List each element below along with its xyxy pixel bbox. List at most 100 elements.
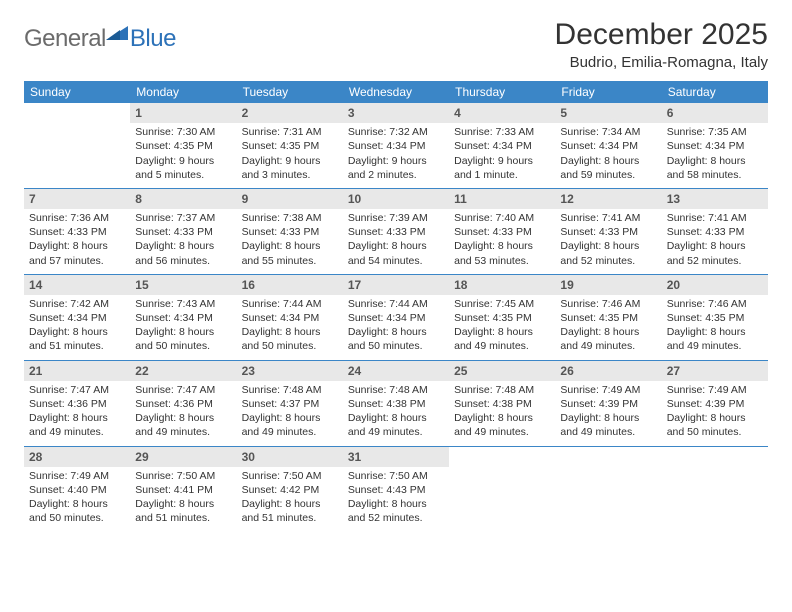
daylight-text: Daylight: 8 hours and 55 minutes. [242,239,338,267]
daylight-text: Daylight: 8 hours and 50 minutes. [242,325,338,353]
sunrise-text: Sunrise: 7:37 AM [135,211,231,225]
day-number: 5 [555,103,661,123]
day-cell: 21Sunrise: 7:47 AMSunset: 4:36 PMDayligh… [24,361,130,446]
sunset-text: Sunset: 4:34 PM [348,139,444,153]
sunset-text: Sunset: 4:39 PM [560,397,656,411]
day-body: Sunrise: 7:46 AMSunset: 4:35 PMDaylight:… [555,295,661,360]
daylight-text: Daylight: 8 hours and 56 minutes. [135,239,231,267]
day-number: 6 [662,103,768,123]
day-cell [24,103,130,188]
logo-text-blue: Blue [130,25,176,53]
sunset-text: Sunset: 4:34 PM [135,311,231,325]
day-number: 12 [555,189,661,209]
day-number: 4 [449,103,555,123]
sunset-text: Sunset: 4:36 PM [135,397,231,411]
day-body: Sunrise: 7:34 AMSunset: 4:34 PMDaylight:… [555,123,661,188]
sunset-text: Sunset: 4:34 PM [560,139,656,153]
day-body: Sunrise: 7:41 AMSunset: 4:33 PMDaylight:… [662,209,768,274]
logo-text-general: General [24,25,106,53]
day-body: Sunrise: 7:48 AMSunset: 4:37 PMDaylight:… [237,381,343,446]
daylight-text: Daylight: 8 hours and 50 minutes. [135,325,231,353]
sunset-text: Sunset: 4:43 PM [348,483,444,497]
sunrise-text: Sunrise: 7:49 AM [667,383,763,397]
day-number: 31 [343,447,449,467]
day-cell: 29Sunrise: 7:50 AMSunset: 4:41 PMDayligh… [130,447,236,532]
dayhead-fri: Friday [555,81,661,103]
day-body: Sunrise: 7:35 AMSunset: 4:34 PMDaylight:… [662,123,768,188]
sunset-text: Sunset: 4:33 PM [667,225,763,239]
day-body: Sunrise: 7:50 AMSunset: 4:41 PMDaylight:… [130,467,236,532]
day-number: 2 [237,103,343,123]
daylight-text: Daylight: 8 hours and 51 minutes. [242,497,338,525]
day-number: 14 [24,275,130,295]
daylight-text: Daylight: 8 hours and 52 minutes. [667,239,763,267]
day-cell: 7Sunrise: 7:36 AMSunset: 4:33 PMDaylight… [24,189,130,274]
daylight-text: Daylight: 8 hours and 52 minutes. [560,239,656,267]
day-cell: 31Sunrise: 7:50 AMSunset: 4:43 PMDayligh… [343,447,449,532]
daylight-text: Daylight: 8 hours and 49 minutes. [454,411,550,439]
day-body: Sunrise: 7:50 AMSunset: 4:43 PMDaylight:… [343,467,449,532]
sunrise-text: Sunrise: 7:49 AM [560,383,656,397]
daylight-text: Daylight: 8 hours and 58 minutes. [667,154,763,182]
daylight-text: Daylight: 8 hours and 57 minutes. [29,239,125,267]
day-cell: 14Sunrise: 7:42 AMSunset: 4:34 PMDayligh… [24,275,130,360]
dayhead-wed: Wednesday [343,81,449,103]
sunset-text: Sunset: 4:40 PM [29,483,125,497]
day-number: 13 [662,189,768,209]
day-number: 11 [449,189,555,209]
daylight-text: Daylight: 8 hours and 59 minutes. [560,154,656,182]
day-cell: 20Sunrise: 7:46 AMSunset: 4:35 PMDayligh… [662,275,768,360]
day-header-row: Sunday Monday Tuesday Wednesday Thursday… [24,81,768,103]
sunrise-text: Sunrise: 7:48 AM [454,383,550,397]
day-number: 22 [130,361,236,381]
day-cell: 8Sunrise: 7:37 AMSunset: 4:33 PMDaylight… [130,189,236,274]
daylight-text: Daylight: 8 hours and 50 minutes. [348,325,444,353]
week-row: 28Sunrise: 7:49 AMSunset: 4:40 PMDayligh… [24,447,768,532]
day-number: 25 [449,361,555,381]
sunset-text: Sunset: 4:34 PM [667,139,763,153]
daylight-text: Daylight: 8 hours and 51 minutes. [135,497,231,525]
dayhead-thu: Thursday [449,81,555,103]
day-number: 21 [24,361,130,381]
daylight-text: Daylight: 9 hours and 5 minutes. [135,154,231,182]
sunrise-text: Sunrise: 7:41 AM [560,211,656,225]
day-number: 8 [130,189,236,209]
day-cell: 12Sunrise: 7:41 AMSunset: 4:33 PMDayligh… [555,189,661,274]
day-body: Sunrise: 7:41 AMSunset: 4:33 PMDaylight:… [555,209,661,274]
triangle-icon [106,22,128,45]
day-number: 19 [555,275,661,295]
day-body: Sunrise: 7:40 AMSunset: 4:33 PMDaylight:… [449,209,555,274]
title-block: December 2025 Budrio, Emilia-Romagna, It… [555,18,768,71]
day-cell: 11Sunrise: 7:40 AMSunset: 4:33 PMDayligh… [449,189,555,274]
sunrise-text: Sunrise: 7:50 AM [135,469,231,483]
day-body: Sunrise: 7:48 AMSunset: 4:38 PMDaylight:… [343,381,449,446]
sunrise-text: Sunrise: 7:30 AM [135,125,231,139]
header: General Blue December 2025 Budrio, Emili… [24,18,768,71]
day-body: Sunrise: 7:49 AMSunset: 4:39 PMDaylight:… [555,381,661,446]
daylight-text: Daylight: 8 hours and 49 minutes. [135,411,231,439]
sunset-text: Sunset: 4:33 PM [242,225,338,239]
day-body: Sunrise: 7:44 AMSunset: 4:34 PMDaylight:… [237,295,343,360]
day-number: 23 [237,361,343,381]
day-number: 20 [662,275,768,295]
sunrise-text: Sunrise: 7:40 AM [454,211,550,225]
day-cell: 13Sunrise: 7:41 AMSunset: 4:33 PMDayligh… [662,189,768,274]
day-number: 28 [24,447,130,467]
day-number: 15 [130,275,236,295]
month-title: December 2025 [555,18,768,52]
sunset-text: Sunset: 4:39 PM [667,397,763,411]
sunset-text: Sunset: 4:38 PM [454,397,550,411]
dayhead-mon: Monday [130,81,236,103]
sunrise-text: Sunrise: 7:31 AM [242,125,338,139]
sunrise-text: Sunrise: 7:42 AM [29,297,125,311]
day-number: 29 [130,447,236,467]
day-body: Sunrise: 7:48 AMSunset: 4:38 PMDaylight:… [449,381,555,446]
sunrise-text: Sunrise: 7:41 AM [667,211,763,225]
daylight-text: Daylight: 8 hours and 49 minutes. [560,411,656,439]
day-cell: 30Sunrise: 7:50 AMSunset: 4:42 PMDayligh… [237,447,343,532]
day-number: 17 [343,275,449,295]
sunset-text: Sunset: 4:33 PM [29,225,125,239]
sunrise-text: Sunrise: 7:34 AM [560,125,656,139]
sunrise-text: Sunrise: 7:44 AM [348,297,444,311]
sunrise-text: Sunrise: 7:48 AM [242,383,338,397]
